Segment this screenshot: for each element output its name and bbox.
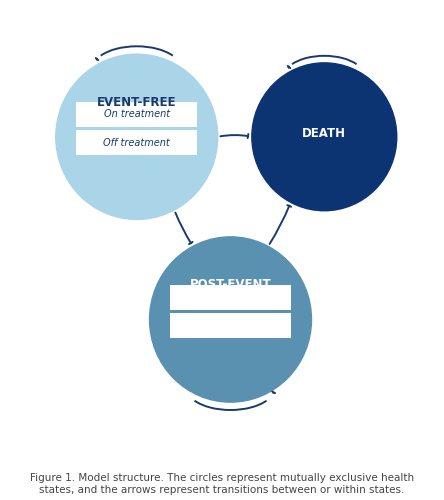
Circle shape [56,54,218,220]
Bar [76,130,198,155]
Bar [170,285,291,310]
Circle shape [252,63,397,211]
Text: On next therapy: On next therapy [190,292,270,302]
Text: EVENT-FREE: EVENT-FREE [97,96,177,108]
Bar [170,313,291,338]
Text: Off treatment: Off treatment [103,138,170,147]
Text: On treatment: On treatment [104,110,170,120]
Circle shape [150,237,312,402]
Text: DEATH: DEATH [302,126,346,140]
Text: Figure 1. Model structure. The circles represent mutually exclusive health
state: Figure 1. Model structure. The circles r… [30,474,414,495]
Bar [76,102,198,127]
Text: POST-EVENT: POST-EVENT [190,278,271,291]
Text: Off treatment: Off treatment [197,320,264,330]
